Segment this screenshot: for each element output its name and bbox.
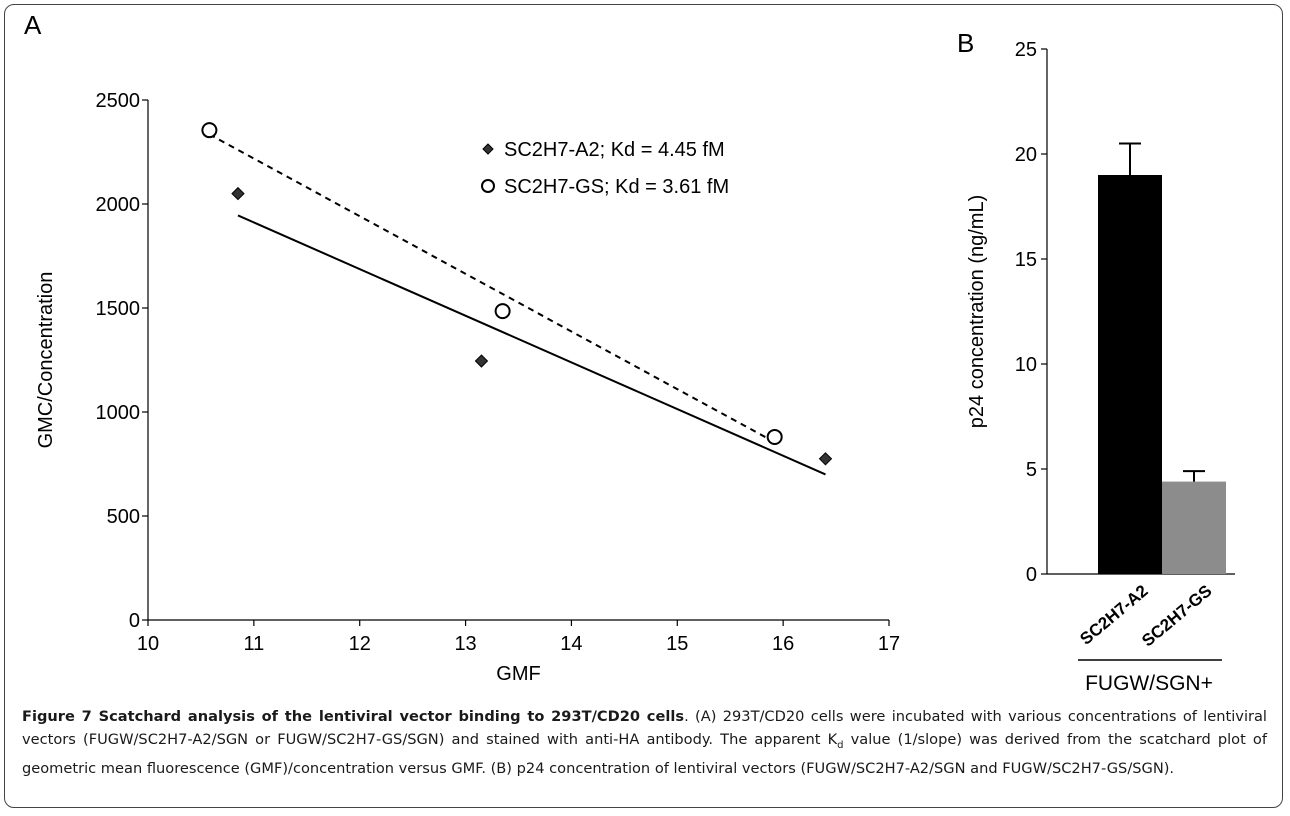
y-axis-label: p24 concentration (ng/mL) xyxy=(966,195,988,428)
data-point-a2 xyxy=(231,186,245,201)
y-tick-label: 5 xyxy=(1026,459,1037,481)
legend-label-gs: SC2H7-GS; Kd = 3.61 fM xyxy=(504,176,729,198)
y-tick-label: 25 xyxy=(1015,39,1037,61)
caption-body: Figure 7 Scatchard analysis of the lenti… xyxy=(22,705,1267,780)
y-axis-label: GMC/Concentration xyxy=(35,272,57,449)
y-tick-label: 500 xyxy=(107,506,140,528)
group-label: FUGW/SGN+ xyxy=(1085,672,1213,695)
bar-sc2h7-gs xyxy=(1162,481,1226,574)
caption-title: Figure 7 Scatchard analysis of the lenti… xyxy=(22,708,685,725)
data-point-a2 xyxy=(474,354,489,368)
legend-marker-gs xyxy=(481,179,495,193)
y-tick-label: 20 xyxy=(1015,144,1037,166)
x-tick-label: 15 xyxy=(666,633,688,655)
y-tick-label: 10 xyxy=(1015,354,1037,376)
fit-line-gs xyxy=(208,133,776,444)
category-label-gs: SC2H7-GS xyxy=(1138,581,1215,650)
figure-frame xyxy=(4,4,1283,808)
figure-caption: Figure 7 Scatchard analysis of the lenti… xyxy=(22,705,1267,780)
x-tick-label: 12 xyxy=(349,633,371,655)
data-point-gs xyxy=(494,303,511,320)
bar-sc2h7-a2 xyxy=(1098,175,1162,574)
x-tick-label: 11 xyxy=(243,633,264,655)
legend-marker-a2 xyxy=(482,143,494,155)
x-tick-label: 14 xyxy=(560,633,582,655)
x-axis-label: GMF xyxy=(496,663,540,685)
x-tick-label: 17 xyxy=(878,633,900,655)
panel-label-b: B xyxy=(957,28,974,58)
data-point-gs xyxy=(766,428,783,445)
data-point-a2 xyxy=(818,452,833,466)
y-tick-label: 2000 xyxy=(96,194,141,216)
y-tick-label: 1500 xyxy=(96,298,141,320)
y-tick-label: 15 xyxy=(1015,249,1037,271)
y-tick-label: 1000 xyxy=(96,402,141,424)
y-tick-label: 2500 xyxy=(96,90,141,112)
data-point-gs xyxy=(201,122,218,139)
panel-b-p24-bar-chart: B 0 5 10 15 20 25 p24 concentration (ng/mL) SC2H… xyxy=(957,28,1235,695)
panel-a-scatchard-plot: A 0 500 1000 1500 2000 2500 10 11 12 13 14 15 16 17 GMF… xyxy=(24,10,900,685)
caption-text-part-2: value (1/slope) was derived from the sca… xyxy=(22,731,1267,777)
x-tick-label: 16 xyxy=(772,633,794,655)
y-tick-label: 0 xyxy=(129,610,140,632)
fit-line-a2 xyxy=(237,214,826,476)
caption-subscript: d xyxy=(837,739,844,751)
figure-svg: A 0 500 1000 1500 2000 2500 10 11 12 13 14 15 16 17 GMF… xyxy=(24,10,1235,695)
panel-label-a: A xyxy=(24,10,42,40)
y-tick-label: 0 xyxy=(1026,564,1037,586)
caption-text-part-1: . (A) 293T/CD20 cells were incubated wit… xyxy=(22,708,1267,748)
legend-label-a2: SC2H7-A2; Kd = 4.45 fM xyxy=(504,139,725,161)
x-tick-label: 13 xyxy=(454,633,476,655)
x-tick-label: 10 xyxy=(137,633,159,655)
